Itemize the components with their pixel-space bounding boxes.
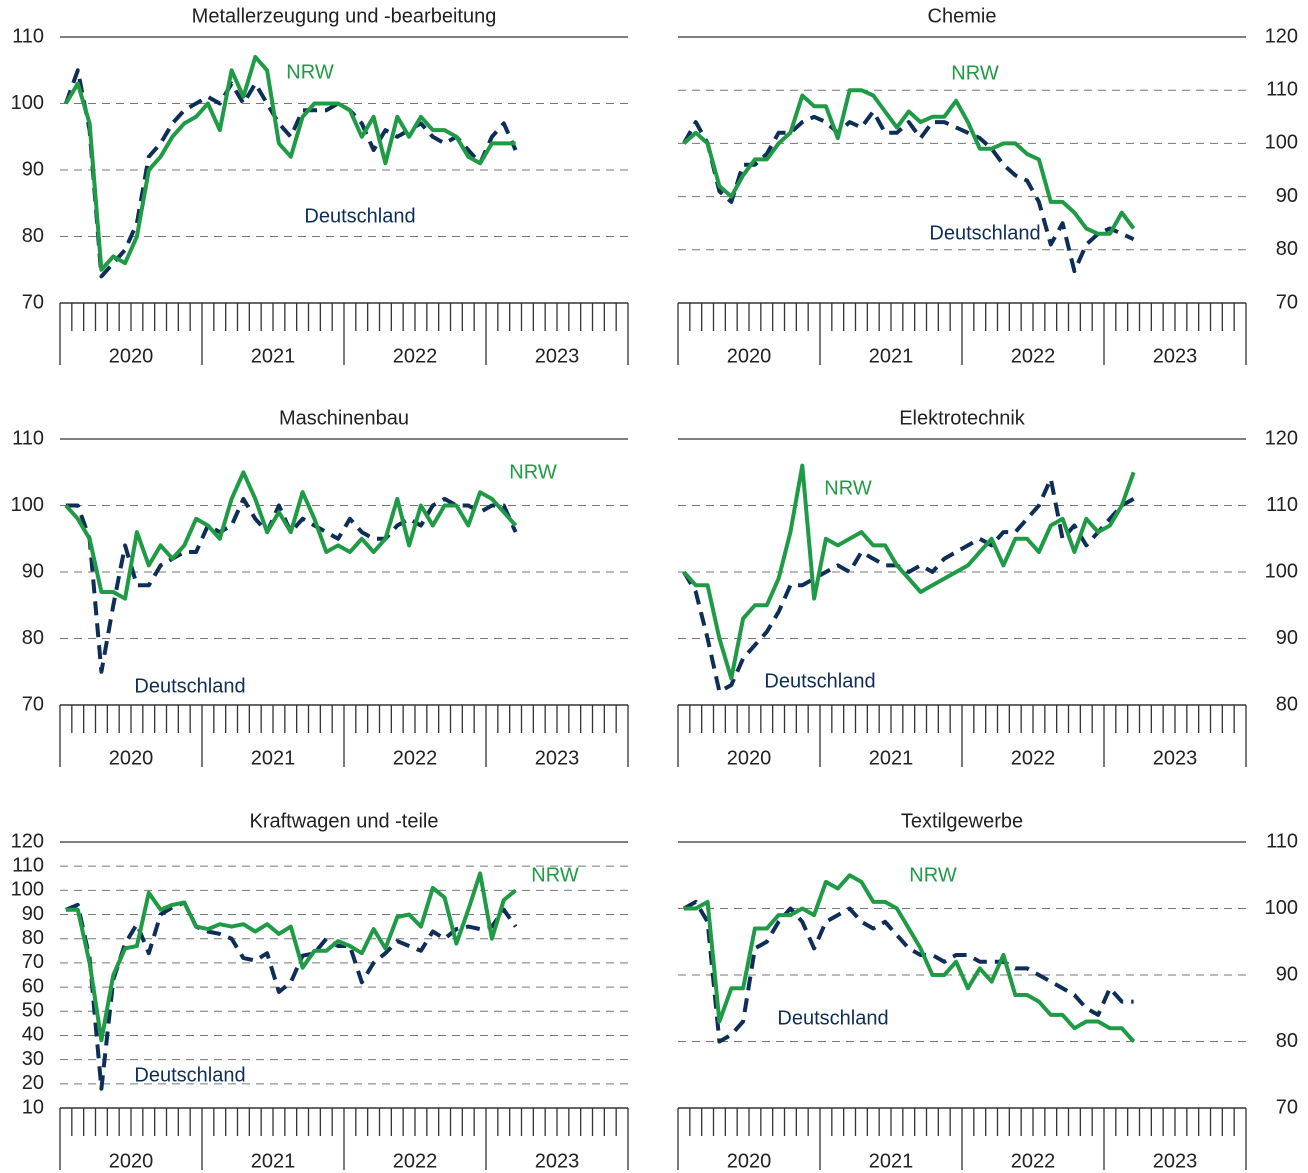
x-tick-label: 2020 (109, 747, 154, 769)
x-tick-label: 2023 (1153, 747, 1198, 769)
series-label: NRW (286, 61, 334, 83)
x-tick-label: 2020 (727, 747, 772, 769)
y-tick-label: 120 (1265, 25, 1298, 47)
chart-title: Kraftwagen und -teile (249, 810, 438, 832)
y-tick-label: 80 (1276, 1030, 1298, 1052)
x-tick-label: 2020 (109, 345, 154, 367)
y-tick-label: 70 (1276, 1096, 1298, 1118)
x-tick-label: 2023 (1153, 1150, 1198, 1172)
y-tick-label: 100 (11, 494, 44, 516)
y-tick-label: 80 (1276, 693, 1298, 715)
x-tick-label: 2022 (1011, 345, 1056, 367)
series-line (64, 68, 518, 279)
series-line (682, 109, 1135, 274)
series-label: NRW (509, 461, 557, 483)
y-tick-label: 90 (1276, 627, 1298, 649)
chart-title: Elektrotechnik (899, 407, 1026, 429)
y-tick-label: 110 (1266, 78, 1298, 100)
series-label: NRW (951, 62, 999, 84)
series-line (682, 88, 1136, 236)
y-tick-label: 60 (22, 975, 44, 997)
y-tick-label: 20 (22, 1072, 44, 1094)
y-tick-label: 80 (1276, 238, 1298, 260)
y-tick-label: 110 (12, 427, 44, 449)
y-tick-label: 40 (22, 1024, 44, 1046)
x-tick-label: 2023 (1153, 345, 1198, 367)
y-tick-label: 100 (1265, 132, 1298, 154)
y-tick-label: 110 (1266, 494, 1298, 516)
x-tick-label: 2021 (869, 747, 914, 769)
x-tick-label: 2020 (727, 345, 772, 367)
series-line (64, 54, 516, 272)
y-tick-label: 90 (22, 903, 44, 925)
y-tick-label: 80 (22, 927, 44, 949)
y-tick-label: 100 (11, 879, 44, 901)
y-tick-label: 110 (12, 25, 44, 47)
series-label: NRW (531, 864, 579, 886)
y-tick-label: 110 (12, 854, 44, 876)
y-tick-label: 100 (11, 92, 44, 114)
series-line (65, 496, 518, 674)
series-line (683, 873, 1136, 1043)
y-tick-label: 120 (11, 830, 44, 852)
x-tick-label: 2023 (535, 747, 580, 769)
y-tick-label: 30 (22, 1048, 44, 1070)
chart-title: Chemie (928, 5, 997, 27)
x-tick-label: 2020 (727, 1150, 772, 1172)
chart-title: Textilgewerbe (901, 810, 1023, 832)
series-label: Deutschland (134, 1064, 245, 1086)
x-tick-label: 2022 (1011, 1150, 1056, 1172)
y-tick-label: 70 (22, 951, 44, 973)
y-tick-label: 80 (22, 225, 44, 247)
y-tick-label: 100 (1265, 897, 1298, 919)
y-tick-label: 50 (22, 1000, 44, 1022)
series-label: Deutschland (134, 675, 245, 697)
series-line (64, 470, 518, 601)
x-tick-label: 2022 (393, 1150, 438, 1172)
y-tick-label: 70 (1276, 291, 1298, 313)
y-tick-label: 90 (22, 158, 44, 180)
y-tick-label: 90 (1276, 185, 1298, 207)
series-label: Deutschland (304, 205, 415, 227)
x-tick-label: 2021 (251, 1150, 296, 1172)
x-tick-label: 2021 (251, 345, 296, 367)
x-tick-label: 2022 (393, 345, 438, 367)
x-tick-label: 2021 (869, 345, 914, 367)
x-tick-label: 2022 (393, 747, 438, 769)
series-label: Deutschland (764, 670, 875, 692)
series-label: Deutschland (777, 1007, 888, 1029)
x-tick-label: 2021 (251, 747, 296, 769)
y-tick-label: 100 (1265, 560, 1298, 582)
series-line (682, 476, 1135, 694)
y-tick-label: 120 (1265, 427, 1298, 449)
y-tick-label: 110 (1266, 830, 1298, 852)
series-label: NRW (824, 477, 872, 499)
chart-title: Maschinenbau (279, 407, 409, 429)
x-tick-label: 2020 (109, 1150, 154, 1172)
x-tick-label: 2022 (1011, 747, 1056, 769)
y-tick-label: 10 (22, 1096, 44, 1118)
chart-title: Metallerzeugung und -bearbeitung (192, 5, 497, 27)
y-tick-label: 90 (22, 560, 44, 582)
series-label: NRW (909, 864, 957, 886)
y-tick-label: 80 (22, 627, 44, 649)
y-tick-label: 70 (22, 291, 44, 313)
series-line (65, 871, 517, 1043)
x-tick-label: 2023 (535, 345, 580, 367)
y-tick-label: 90 (1276, 963, 1298, 985)
x-tick-label: 2021 (869, 1150, 914, 1172)
x-tick-label: 2023 (535, 1150, 580, 1172)
series-line (682, 899, 1134, 1044)
y-tick-label: 70 (22, 693, 44, 715)
series-line (682, 463, 1136, 681)
series-label: Deutschland (929, 222, 1040, 244)
